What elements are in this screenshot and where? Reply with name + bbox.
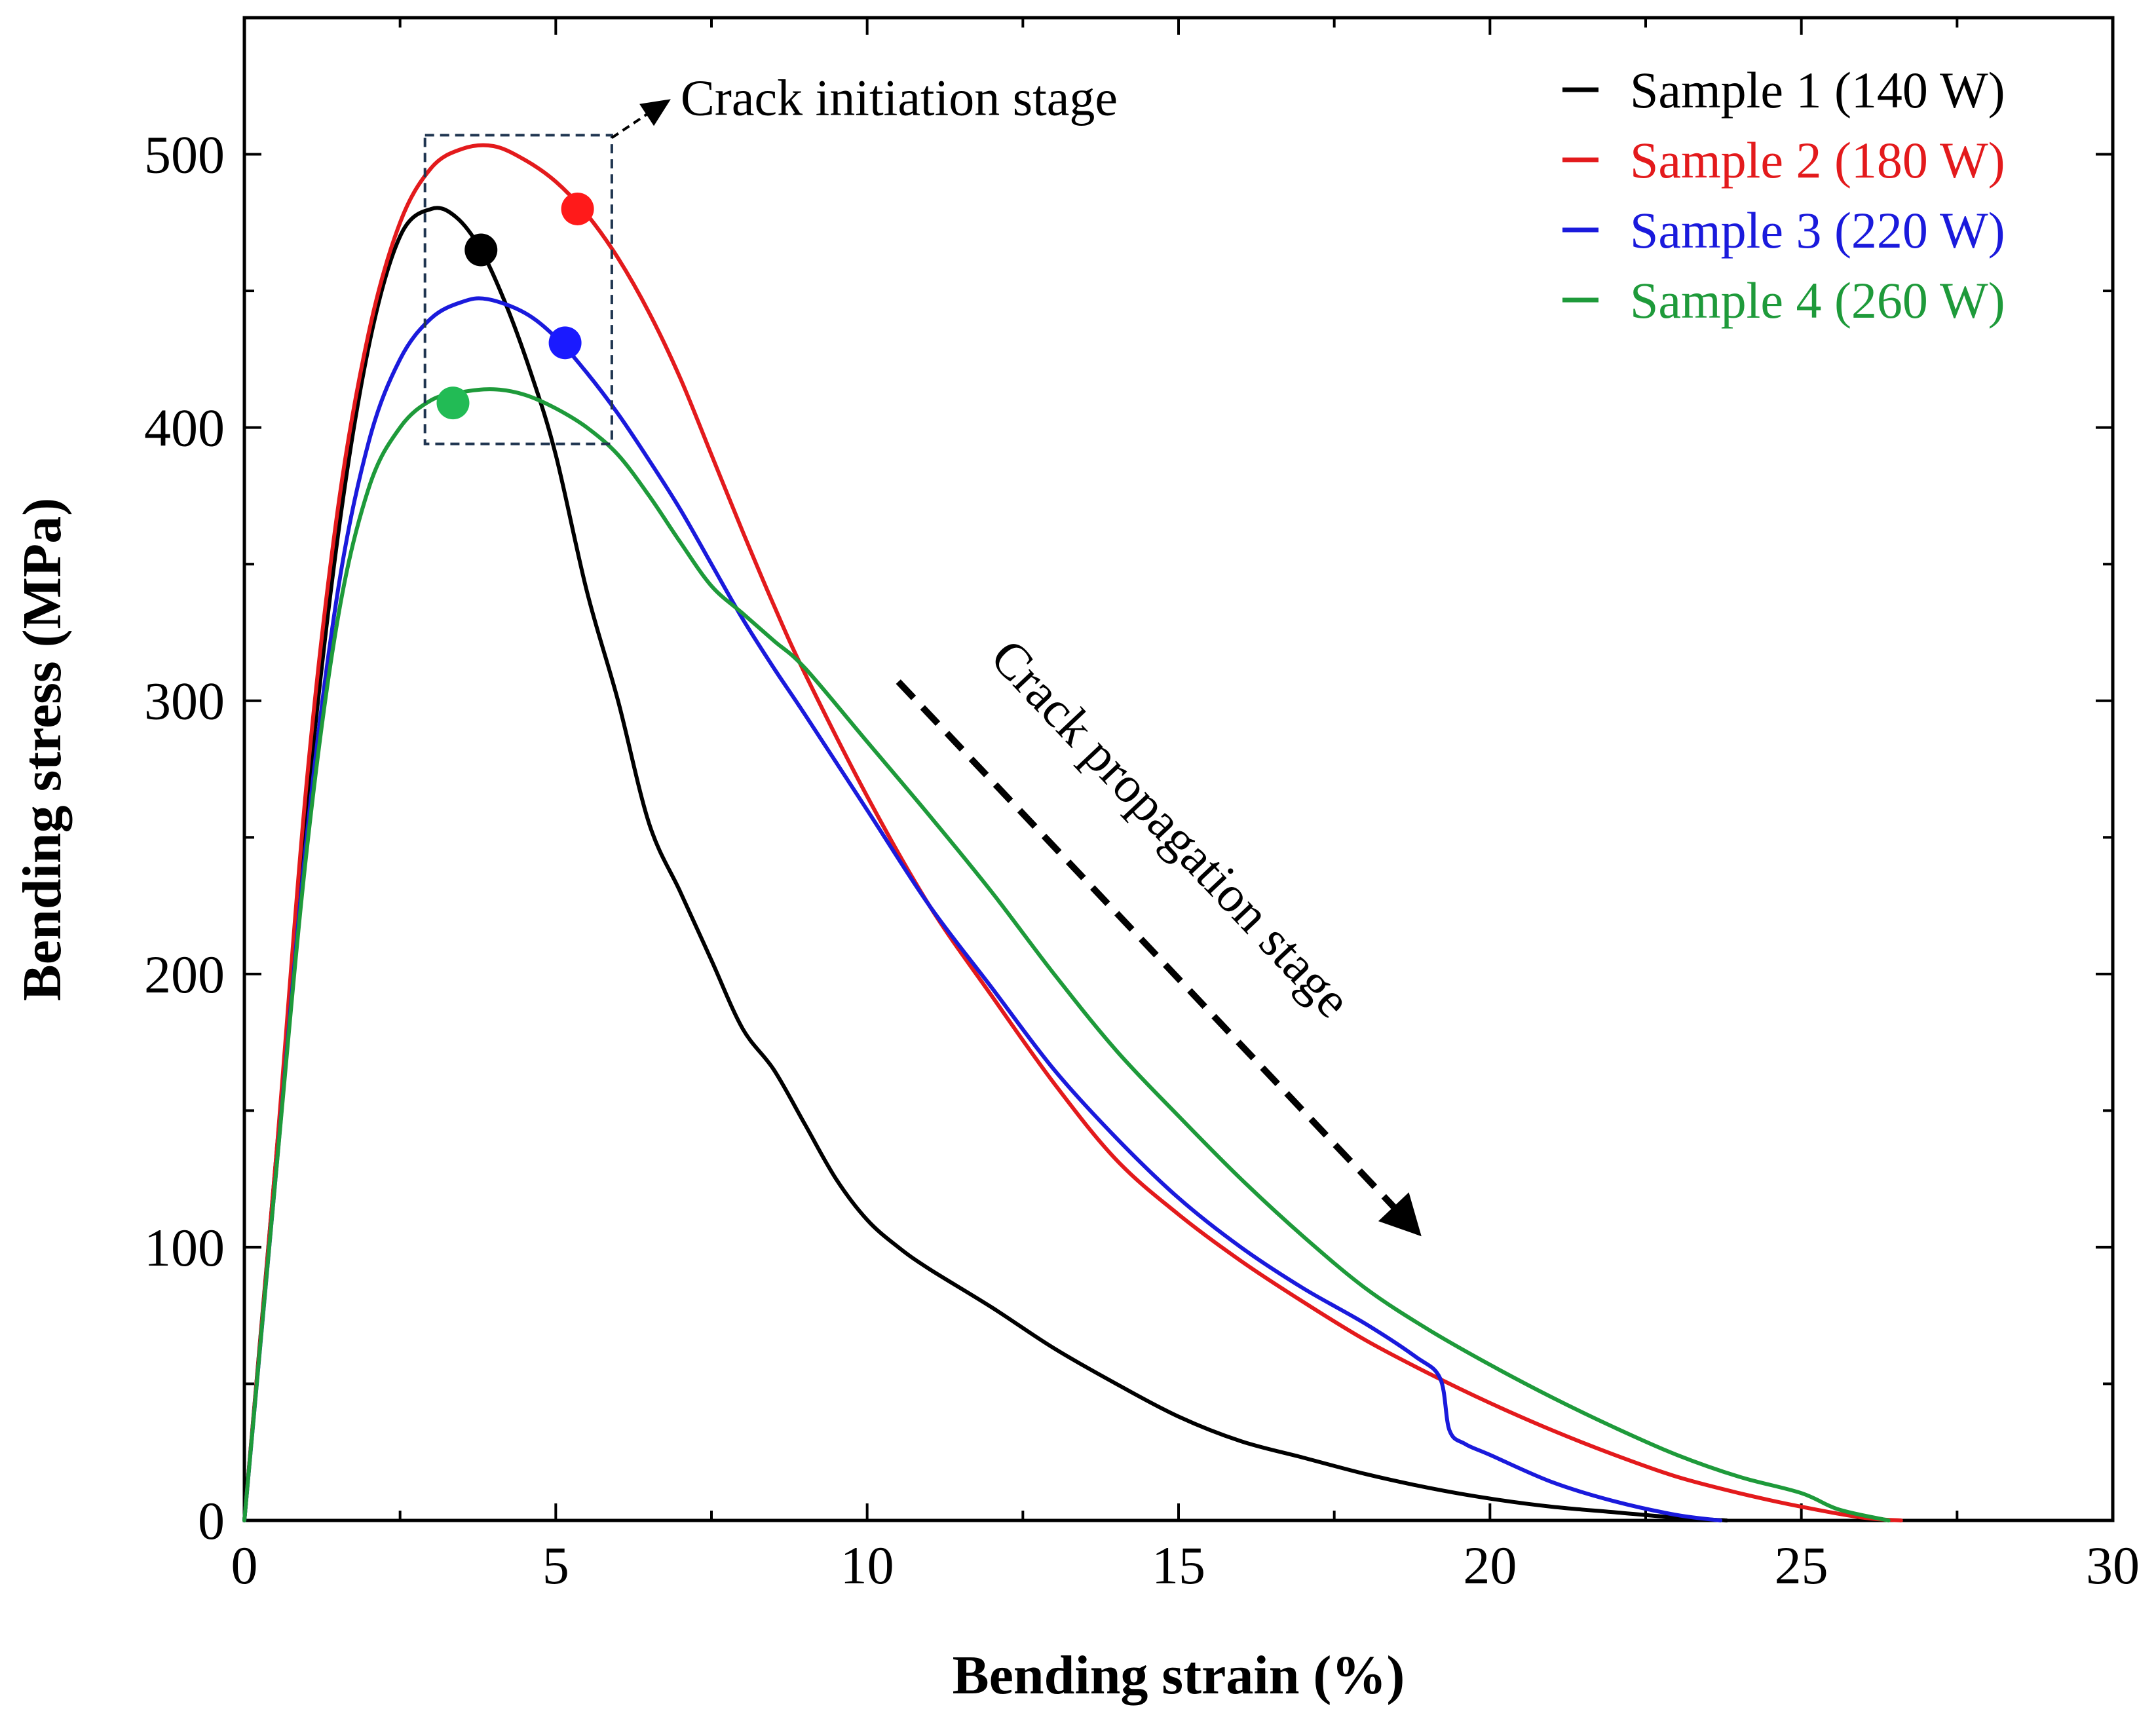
x-tick-label: 5	[542, 1536, 569, 1595]
crack-initiation-arrowhead	[639, 99, 671, 126]
crack-propagation-arrowhead	[1378, 1192, 1422, 1237]
legend-label-sample-1: Sample 1 (140 W)	[1630, 62, 2005, 119]
legend-label-sample-2: Sample 2 (180 W)	[1630, 132, 2005, 189]
legend-label-sample-3: Sample 3 (220 W)	[1630, 202, 2005, 259]
marker-layer	[436, 192, 594, 420]
y-tick-label: 400	[144, 398, 225, 458]
x-tick-label: 15	[1152, 1536, 1205, 1595]
x-axis-title: Bending strain (%)	[953, 1645, 1405, 1706]
crack-initiation-label: Crack initiation stage	[681, 69, 1118, 126]
crack-initiation-box	[423, 134, 613, 445]
legend: Sample 1 (140 W) Sample 2 (180 W) Sample 3…	[1562, 62, 2005, 329]
x-tick-label: 10	[841, 1536, 894, 1595]
crack-marker-sample-4	[436, 386, 470, 420]
legend-label-sample-4: Sample 4 (260 W)	[1630, 272, 2005, 329]
y-tick-label: 0	[198, 1491, 225, 1551]
series-line-sample-3	[242, 296, 1723, 1522]
x-tick-label: 0	[231, 1536, 258, 1595]
crack-marker-sample-3	[548, 326, 582, 360]
y-tick-label: 200	[144, 945, 225, 1004]
y-tick-label: 300	[144, 671, 225, 731]
x-tick-label: 20	[1463, 1536, 1517, 1595]
x-tick-label: 25	[1775, 1536, 1828, 1595]
y-tick-label: 100	[144, 1218, 225, 1277]
crack-propagation-arrow	[896, 679, 1398, 1211]
y-tick-label: 500	[144, 125, 225, 185]
annotation-layer: Crack initiation stage Crack propagation…	[423, 69, 1422, 1237]
x-tick-label: 30	[2086, 1536, 2140, 1595]
crack-marker-sample-2	[561, 192, 594, 225]
series-line-sample-2	[242, 143, 1903, 1522]
series-line-sample-4	[242, 387, 1891, 1522]
series-line-sample-1	[242, 206, 1729, 1522]
crack-marker-sample-1	[464, 233, 498, 267]
series-layer	[242, 143, 1903, 1522]
y-axis-title: Bending stress (MPa)	[12, 498, 73, 1001]
